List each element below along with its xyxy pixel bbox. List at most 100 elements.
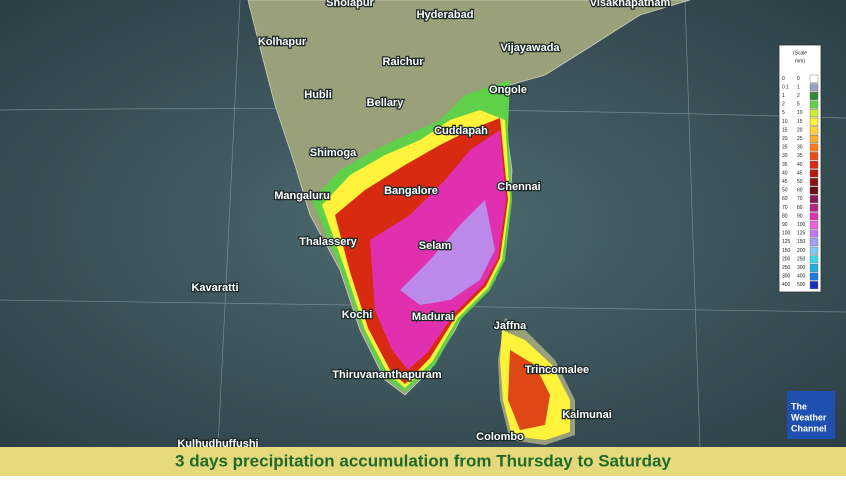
legend-to: 0 — [797, 76, 800, 82]
place-label: Thalassery — [299, 236, 357, 248]
legend-swatch — [809, 117, 819, 126]
place-label: Shimoga — [310, 147, 357, 159]
logo-text: Weather — [791, 412, 827, 422]
legend-from: 90 — [782, 222, 788, 228]
legend-from: 15 — [782, 127, 788, 133]
legend-to: 40 — [797, 162, 803, 168]
legend-to: 60 — [797, 188, 803, 194]
legend-swatch — [809, 229, 819, 238]
legend-from: 45 — [782, 179, 788, 185]
legend-to: 80 — [797, 205, 803, 211]
legend-from: 125 — [782, 239, 791, 245]
place-label: Bangalore — [384, 185, 438, 197]
legend-swatch — [809, 212, 819, 221]
caption-band — [0, 447, 846, 476]
legend-to: 250 — [797, 256, 806, 262]
logo-text: The — [791, 401, 807, 411]
legend-from: 0.1 — [782, 84, 789, 90]
legend-to: 15 — [797, 119, 803, 125]
legend-swatch — [809, 264, 819, 272]
legend-title: (Scale — [793, 50, 807, 56]
place-label: Madurai — [412, 311, 454, 323]
legend-to: 90 — [797, 213, 803, 219]
legend-swatch — [809, 255, 819, 264]
place-label: Colombo — [476, 431, 524, 443]
legend-from: 5 — [782, 110, 785, 116]
legend-swatch — [809, 186, 819, 195]
legend-swatch — [809, 143, 819, 152]
logo-text: Channel — [791, 423, 827, 433]
legend-swatch — [809, 246, 819, 255]
legend-from: 10 — [782, 119, 788, 125]
legend-from: 50 — [782, 188, 788, 194]
legend-swatch — [809, 272, 819, 281]
place-label: Kolhapur — [258, 36, 307, 48]
legend-to: 400 — [797, 274, 806, 280]
legend-swatch — [809, 169, 819, 178]
legend-from: 200 — [782, 256, 791, 262]
legend-to: 300 — [797, 265, 806, 271]
legend-to: 100 — [797, 222, 806, 228]
legend-to: 10 — [797, 110, 803, 116]
legend-swatch — [809, 91, 819, 100]
place-label: Visakhapatnam — [590, 0, 671, 9]
legend-swatch — [809, 126, 819, 135]
legend-to: 500 — [797, 282, 806, 288]
legend-to: 2 — [797, 93, 800, 99]
place-label: Kochi — [342, 309, 373, 321]
legend-swatch — [809, 134, 819, 143]
legend-from: 70 — [782, 205, 788, 211]
legend-to: 200 — [797, 248, 806, 254]
legend-swatch — [809, 100, 819, 109]
legend-from: 25 — [782, 145, 788, 151]
legend-from: 2 — [782, 102, 785, 108]
legend-to: 35 — [797, 153, 803, 159]
legend-to: 150 — [797, 239, 806, 245]
legend-swatch — [809, 74, 819, 83]
legend-from: 150 — [782, 248, 791, 254]
legend-from: 0 — [782, 76, 785, 82]
place-label: Vijayawada — [500, 42, 560, 54]
legend-swatch — [809, 281, 819, 290]
place-label: Ongole — [489, 84, 527, 96]
legend-to: 5 — [797, 102, 800, 108]
legend-swatch — [809, 177, 819, 186]
legend-swatch — [809, 152, 819, 161]
logo: The Weather Channel — [787, 391, 835, 439]
legend-to: 45 — [797, 170, 803, 176]
legend-swatch — [809, 83, 819, 92]
legend-from: 1 — [782, 93, 785, 99]
place-label: Selam — [419, 240, 452, 252]
legend-from: 60 — [782, 196, 788, 202]
place-label: Raichur — [383, 56, 425, 68]
place-label: Kalmunai — [562, 409, 612, 421]
legend-swatch — [809, 160, 819, 169]
legend-swatch — [809, 195, 819, 204]
legend-swatch — [809, 203, 819, 212]
legend-from: 400 — [782, 282, 791, 288]
legend-swatch — [809, 220, 819, 229]
legend-to: 25 — [797, 136, 803, 142]
caption: 3 days precipitation accumulation from T… — [175, 451, 671, 470]
legend-from: 300 — [782, 274, 791, 280]
place-label: Jaffna — [494, 320, 527, 332]
legend-from: 35 — [782, 162, 788, 168]
legend-to: 70 — [797, 196, 803, 202]
place-label: Sholapur — [326, 0, 374, 9]
legend-to: 30 — [797, 145, 803, 151]
legend-to: 125 — [797, 231, 806, 237]
legend-from: 250 — [782, 265, 791, 271]
legend-from: 100 — [782, 231, 791, 237]
legend-title: mm) — [795, 58, 805, 64]
place-label: Hyderabad — [417, 9, 474, 21]
place-label: Chennai — [497, 181, 540, 193]
legend-from: 30 — [782, 153, 788, 159]
precipitation — [312, 80, 570, 440]
place-label: Thiruvananthapuram — [332, 369, 442, 381]
place-label: Kavaratti — [191, 282, 238, 294]
legend-swatch — [809, 109, 819, 118]
legend-to: 1 — [797, 84, 800, 90]
legend-to: 50 — [797, 179, 803, 185]
place-label: Mangaluru — [274, 190, 330, 202]
